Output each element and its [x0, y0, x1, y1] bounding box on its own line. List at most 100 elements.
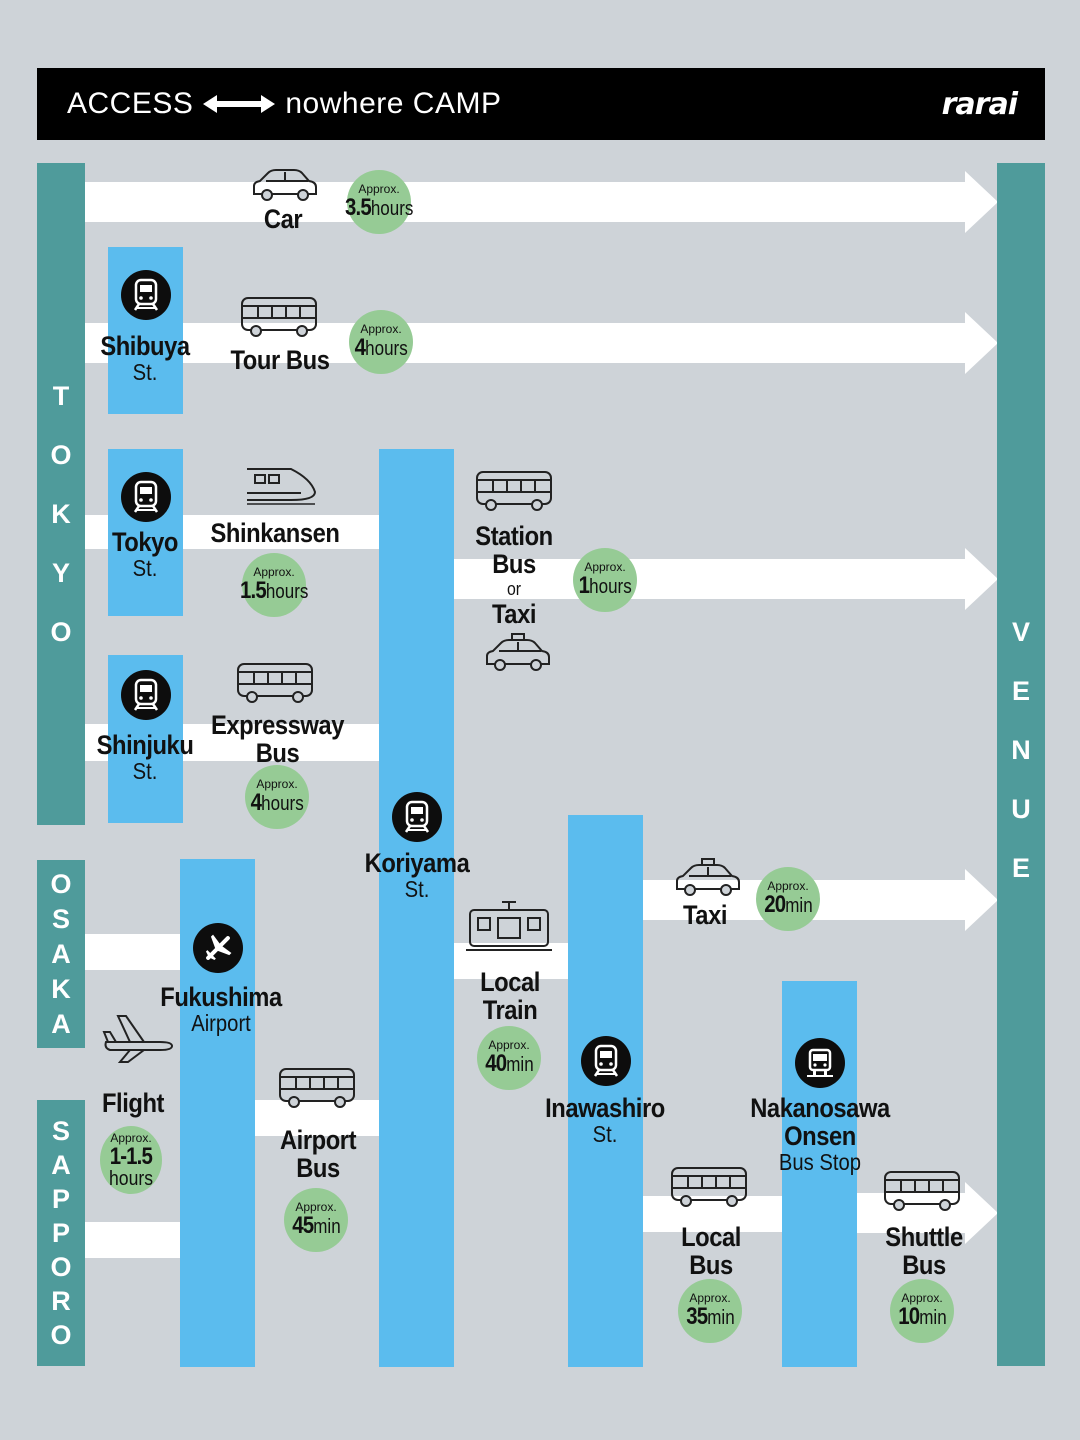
route-arrow-car — [85, 171, 1000, 233]
route-label-line: Local — [681, 1222, 741, 1252]
approx-label: Approx. — [488, 1038, 530, 1052]
region-letter: O — [50, 1320, 72, 1350]
region-letter: O — [50, 616, 72, 647]
double-arrow-icon — [203, 95, 276, 113]
route-label-station-bus: Station Bus or Taxi — [464, 522, 564, 628]
route-label-local-train: Local Train — [460, 968, 560, 1024]
brand-logo: rarai — [941, 86, 1018, 122]
station-name: Shibuya — [100, 331, 190, 361]
route-label-line: Shuttle — [885, 1222, 963, 1252]
approx-label: Approx. — [689, 1291, 731, 1305]
route-label-expressway-bus: Expressway Bus — [195, 711, 360, 767]
station-bar-koriyama — [379, 449, 454, 1367]
station-name: Onsen — [784, 1121, 856, 1151]
time-value: 3.5 — [344, 194, 372, 221]
region-letter: E — [1011, 676, 1030, 706]
route-label-tour-bus: Tour Bus — [230, 345, 330, 375]
taxi-icon — [676, 858, 740, 896]
bus-icon — [671, 1167, 747, 1207]
region-letter: K — [51, 498, 71, 529]
time-badge-tour-bus: Approx. 4hours — [349, 310, 413, 374]
station-name: Shinjuku — [96, 730, 194, 760]
station-sub: St. — [592, 1121, 618, 1147]
region-letter: R — [51, 1286, 71, 1316]
route-band-sapporo — [85, 1222, 182, 1258]
approx-label: Approx. — [110, 1130, 152, 1145]
time-value: 40 — [484, 1050, 507, 1077]
route-label-line: Expressway — [211, 710, 344, 740]
time-unit: hours — [364, 338, 408, 360]
region-letter: A — [51, 938, 71, 969]
time-unit: hours — [108, 1167, 154, 1190]
region-letter: Y — [51, 557, 70, 588]
region-letter: O — [50, 868, 72, 899]
station-name: Inawashiro — [545, 1093, 665, 1123]
region-letter: K — [51, 973, 71, 1004]
route-band-osaka — [85, 934, 182, 970]
time-unit: min — [784, 895, 813, 917]
region-osaka: O S A K A — [37, 860, 85, 1048]
route-label-car: Car — [263, 204, 303, 234]
header-right-text: nowhere CAMP — [285, 87, 502, 120]
time-badge-shuttle-bus: Approx. 10min — [890, 1279, 954, 1343]
bus-icon — [237, 663, 313, 703]
bus-icon — [241, 297, 317, 337]
route-label-line: Taxi — [491, 599, 537, 629]
region-letter: S — [51, 903, 70, 934]
bus-stop-icon — [795, 1038, 845, 1088]
route-arrow-tour-bus — [85, 312, 1000, 374]
region-letter: T — [52, 380, 70, 411]
route-label-line: Bus — [689, 1250, 733, 1280]
region-letter: E — [1011, 853, 1030, 883]
approx-label: Approx. — [901, 1291, 943, 1305]
route-label-taxi: Taxi — [682, 900, 728, 930]
approx-label: Approx. — [584, 560, 626, 574]
time-badge-expressway-bus: Approx. 4hours — [245, 765, 309, 829]
time-value: 1-1.5 — [109, 1142, 153, 1170]
station-label-inawashiro: Inawashiro St. — [535, 1094, 675, 1146]
time-value: 35 — [685, 1303, 708, 1330]
time-value: 20 — [763, 891, 786, 918]
route-label-shinkansen: Shinkansen — [210, 518, 340, 548]
region-letter: P — [51, 1218, 70, 1248]
time-badge-car: Approx. 3.5hours — [344, 170, 413, 234]
taxi-icon — [486, 633, 550, 671]
station-sub: St. — [132, 359, 158, 385]
plane-icon — [102, 1015, 174, 1063]
route-label-line: Bus — [902, 1250, 946, 1280]
route-label-line: Local — [480, 967, 540, 997]
route-label-or: or — [506, 579, 522, 599]
car-icon — [253, 169, 317, 201]
tram-icon — [466, 901, 552, 951]
time-unit: hours — [588, 576, 632, 598]
plane-icon — [193, 923, 243, 973]
region-venue: V E N U E — [997, 163, 1045, 1366]
region-letter: A — [51, 1150, 71, 1180]
station-label-tokyo: Tokyo St. — [85, 528, 205, 580]
route-label-shuttle-bus: Shuttle Bus — [872, 1223, 976, 1279]
route-label-line: Station — [475, 521, 553, 551]
route-label-line: Bus — [296, 1153, 340, 1183]
approx-label: Approx. — [295, 1200, 337, 1214]
time-unit: hours — [260, 793, 304, 815]
station-name: Tokyo — [111, 527, 178, 557]
region-letter: O — [50, 439, 72, 470]
route-label-airport-bus: Airport Bus — [268, 1126, 368, 1182]
station-label-nakanosawa: Nakanosawa Onsen Bus Stop — [740, 1094, 900, 1174]
route-label-local-bus: Local Bus — [661, 1223, 761, 1279]
approx-label: Approx. — [256, 777, 298, 791]
time-unit: min — [312, 1216, 341, 1238]
time-badge-local-bus: Approx. 35min — [678, 1279, 742, 1343]
train-icon — [392, 792, 442, 842]
route-label-line: Train — [482, 995, 538, 1025]
route-label-flight: Flight — [101, 1088, 165, 1118]
station-bar-inawashiro — [568, 815, 643, 1367]
approx-label: Approx. — [767, 879, 809, 893]
bus-icon — [884, 1171, 960, 1211]
time-badge-airport-bus: Approx. 45min — [284, 1188, 348, 1252]
train-icon — [121, 270, 171, 320]
region-letter: V — [1011, 617, 1030, 647]
time-badge-taxi: Approx. 20min — [756, 867, 820, 931]
time-value: 4 — [354, 334, 365, 361]
station-name: Fukushima — [160, 982, 282, 1012]
